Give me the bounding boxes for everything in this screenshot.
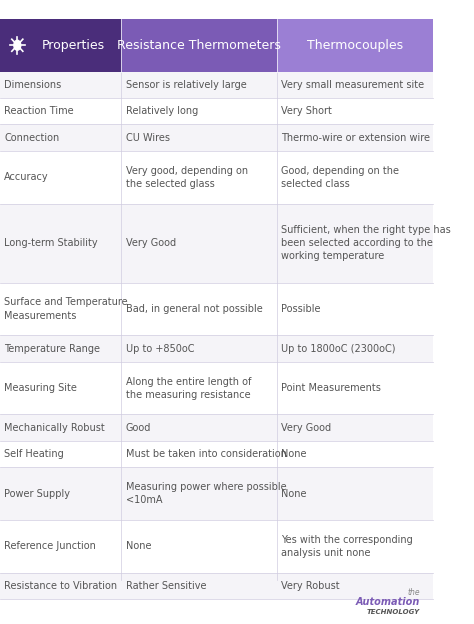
- Text: None: None: [126, 541, 151, 552]
- Text: Along the entire length of
the measuring resistance: Along the entire length of the measuring…: [126, 376, 251, 400]
- Text: Measuring Site: Measuring Site: [4, 383, 77, 393]
- Text: Surface and Temperature
Measurements: Surface and Temperature Measurements: [4, 298, 128, 321]
- Text: Very small measurement site: Very small measurement site: [282, 80, 424, 90]
- FancyBboxPatch shape: [0, 414, 433, 441]
- FancyBboxPatch shape: [0, 467, 433, 520]
- Text: Long-term Stability: Long-term Stability: [4, 238, 98, 248]
- FancyBboxPatch shape: [0, 125, 433, 151]
- FancyBboxPatch shape: [0, 283, 433, 336]
- Text: Rather Sensitive: Rather Sensitive: [126, 581, 206, 591]
- FancyBboxPatch shape: [0, 203, 433, 283]
- Text: Relatively long: Relatively long: [126, 106, 198, 116]
- Text: Very Good: Very Good: [126, 238, 176, 248]
- Text: Mechanically Robust: Mechanically Robust: [4, 422, 105, 432]
- FancyBboxPatch shape: [0, 441, 433, 467]
- FancyBboxPatch shape: [0, 98, 433, 125]
- Text: Up to +850oC: Up to +850oC: [126, 344, 194, 354]
- Text: Yes with the corresponding
analysis unit none: Yes with the corresponding analysis unit…: [282, 535, 413, 558]
- Text: the: the: [407, 588, 420, 597]
- Text: Resistance Thermometers: Resistance Thermometers: [117, 39, 281, 52]
- Circle shape: [14, 41, 21, 51]
- FancyBboxPatch shape: [0, 520, 433, 573]
- Text: Temperature Range: Temperature Range: [4, 344, 100, 354]
- Text: Must be taken into consideration: Must be taken into consideration: [126, 449, 286, 459]
- FancyBboxPatch shape: [0, 19, 121, 72]
- Text: Sensor is relatively large: Sensor is relatively large: [126, 80, 246, 90]
- Text: Possible: Possible: [282, 304, 321, 314]
- Text: Dimensions: Dimensions: [4, 80, 62, 90]
- Text: Automation: Automation: [356, 597, 420, 607]
- Text: None: None: [282, 489, 307, 499]
- Text: Connection: Connection: [4, 133, 60, 143]
- Text: Good: Good: [126, 422, 151, 432]
- Text: Very Good: Very Good: [282, 422, 331, 432]
- Text: Very good, depending on
the selected glass: Very good, depending on the selected gla…: [126, 165, 247, 189]
- Text: Measuring power where possible
<10mA: Measuring power where possible <10mA: [126, 482, 286, 505]
- FancyBboxPatch shape: [0, 72, 433, 98]
- FancyBboxPatch shape: [0, 336, 433, 362]
- Text: Properties: Properties: [42, 39, 105, 52]
- Text: Very Robust: Very Robust: [282, 581, 340, 591]
- Text: Thermo-wire or extension wire: Thermo-wire or extension wire: [282, 133, 430, 143]
- Text: Up to 1800oC (2300oC): Up to 1800oC (2300oC): [282, 344, 396, 354]
- FancyBboxPatch shape: [0, 573, 433, 599]
- Text: TECHNOLOGY: TECHNOLOGY: [366, 608, 420, 615]
- Text: Sufficient, when the right type has
been selected according to the
working tempe: Sufficient, when the right type has been…: [282, 225, 451, 261]
- Text: Point Measurements: Point Measurements: [282, 383, 381, 393]
- Text: Reaction Time: Reaction Time: [4, 106, 74, 116]
- Text: Good, depending on the
selected class: Good, depending on the selected class: [282, 165, 399, 189]
- Text: CU Wires: CU Wires: [126, 133, 170, 143]
- Text: Reference Junction: Reference Junction: [4, 541, 96, 552]
- Text: None: None: [282, 449, 307, 459]
- Text: Thermocouples: Thermocouples: [307, 39, 403, 52]
- FancyBboxPatch shape: [0, 362, 433, 414]
- Text: Accuracy: Accuracy: [4, 172, 49, 182]
- FancyBboxPatch shape: [121, 19, 277, 72]
- Text: Very Short: Very Short: [282, 106, 332, 116]
- Text: Resistance to Vibration: Resistance to Vibration: [4, 581, 118, 591]
- FancyBboxPatch shape: [277, 19, 433, 72]
- Text: Power Supply: Power Supply: [4, 489, 70, 499]
- Text: Bad, in general not possible: Bad, in general not possible: [126, 304, 262, 314]
- Text: Self Heating: Self Heating: [4, 449, 64, 459]
- FancyBboxPatch shape: [0, 151, 433, 203]
